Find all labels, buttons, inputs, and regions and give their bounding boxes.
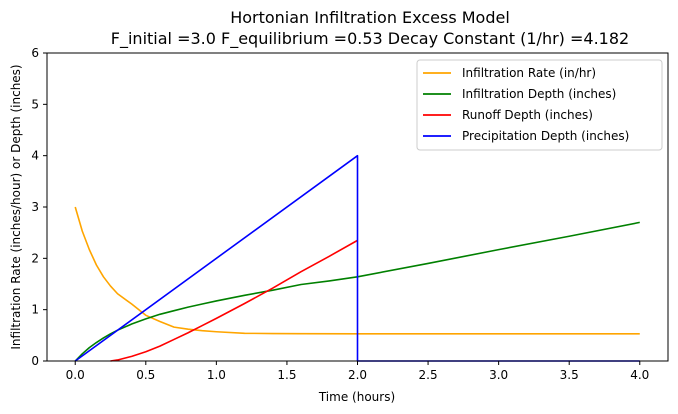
series-line-1 xyxy=(74,206,640,335)
y-axis-label: Infiltration Rate (inches/hour) or Depth… xyxy=(9,64,23,349)
x-axis-label: Time (hours) xyxy=(318,390,395,404)
x-tick-label: 3.5 xyxy=(560,368,579,382)
series-line-4 xyxy=(74,154,640,362)
y-axis: 0 1 2 3 4 5 6 xyxy=(31,46,47,368)
x-tick-label: 3.0 xyxy=(489,368,508,382)
x-tick-label: 0.0 xyxy=(66,368,85,382)
plot-area xyxy=(74,154,640,362)
series-line-3 xyxy=(110,239,358,362)
series-line-2 xyxy=(74,221,640,362)
y-tick-label: 2 xyxy=(31,251,39,265)
y-tick-label: 1 xyxy=(31,303,39,317)
legend: Infiltration Rate (in/hr) Infiltration De… xyxy=(416,59,663,151)
y-tick-label: 3 xyxy=(31,200,39,214)
x-tick-label: 2.0 xyxy=(348,368,367,382)
y-tick-label: 0 xyxy=(31,354,39,368)
legend-label: Precipitation Depth (inches) xyxy=(462,129,629,143)
x-tick-label: 4.0 xyxy=(630,368,649,382)
chart-subtitle: F_initial =3.0 F_equilibrium =0.53 Decay… xyxy=(111,29,629,49)
legend-label: Infiltration Rate (in/hr) xyxy=(462,66,596,80)
chart-title: Hortonian Infiltration Excess Model xyxy=(230,8,510,27)
y-tick-label: 5 xyxy=(31,97,39,111)
x-tick-label: 2.5 xyxy=(419,368,438,382)
x-tick-label: 1.0 xyxy=(207,368,226,382)
y-tick-label: 6 xyxy=(31,46,39,60)
y-tick-label: 4 xyxy=(31,149,39,163)
legend-label: Infiltration Depth (inches) xyxy=(462,87,616,101)
x-tick-label: 1.5 xyxy=(277,368,296,382)
x-tick-label: 0.5 xyxy=(136,368,155,382)
legend-box xyxy=(416,59,663,151)
x-axis: 0.0 0.5 1.0 1.5 2.0 2.5 3.0 3.5 4.0 xyxy=(66,361,649,382)
legend-label: Runoff Depth (inches) xyxy=(462,108,593,122)
